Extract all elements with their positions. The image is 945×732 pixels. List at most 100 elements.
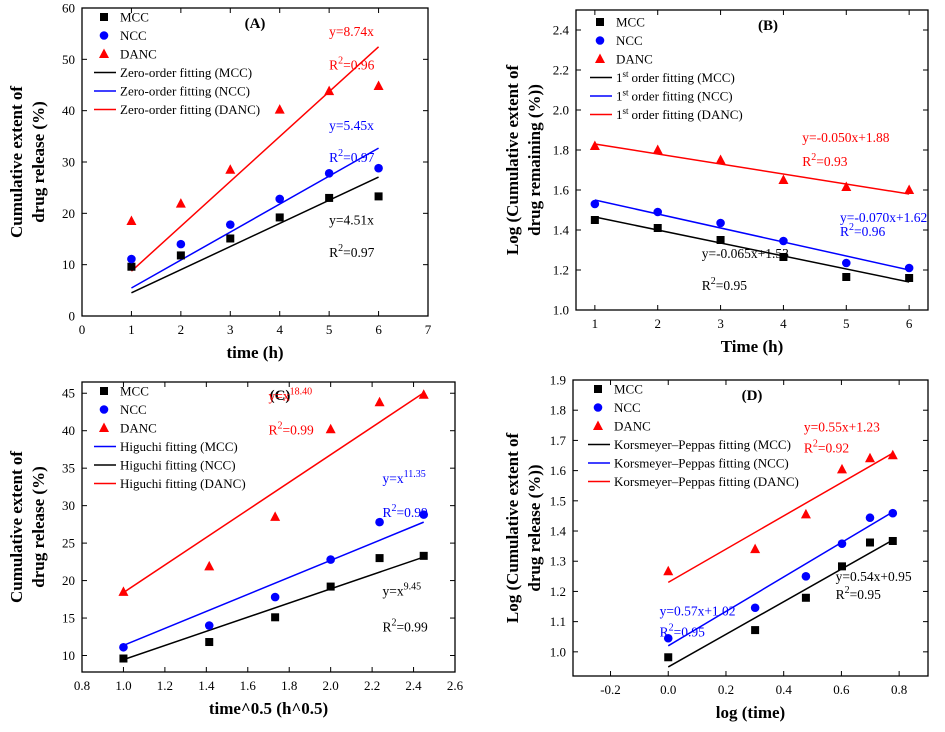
data-point-ncc [590,199,600,209]
r-exponent: 2 [391,503,396,514]
x-tick-label: 3 [227,322,234,337]
r-symbol: R [382,620,391,635]
data-point-danc [750,543,761,554]
x-tick-label: 0.2 [718,682,734,697]
x-axis-title: time (h) [226,343,283,362]
y-tick-label: 1.5 [550,493,566,508]
r-symbol: R [836,587,845,602]
equation-text: y=x [382,471,403,486]
data-point-danc [887,449,898,460]
legend: MCC NCC DANC Zero-order fitting (MCC) Zero-o… [94,10,260,117]
data-point-danc [778,174,789,184]
y-tick-label: 1.8 [553,143,569,158]
data-point-mcc [374,192,383,201]
y-tick-label: 2.2 [553,63,569,78]
r-symbol: R [329,150,338,165]
r-squared-danc: R2=0.92 [804,438,849,455]
legend-marker-danc [593,420,603,430]
x-tick-label: 2.6 [447,678,464,693]
legend-marker-mcc [596,18,604,26]
y-tick-label: 1.0 [550,644,566,659]
y-tick-label: 1.1 [550,614,566,629]
data-point-danc [663,565,674,576]
data-point-mcc [325,193,334,202]
fit-order-number: 1 [616,107,623,122]
fit-line-danc [130,46,380,272]
x-tick-label: 2.4 [405,678,422,693]
data-point-danc [175,198,186,208]
legend-label: MCC [120,384,149,399]
panel-a: 0 1 2 3 4 5 6 7 0 10 20 30 40 50 60 time (h) Cumulative … [7,1,432,363]
x-tick-label: 1.0 [115,678,131,693]
equation-exponent: 11.35 [404,469,426,480]
data-point-mcc [375,554,384,563]
r-exponent: 2 [845,585,850,596]
legend-label: Zero-order fitting (NCC) [120,84,250,99]
equation-text: y=0.55x+1.23 [804,419,880,434]
legend-label: 1st order fitting (MCC) [616,69,735,85]
legend-marker-mcc [100,13,108,21]
panel-label: (B) [758,18,778,34]
legend-marker-mcc [594,385,602,393]
equation-exponent: 9.45 [404,582,422,593]
data-point-mcc [716,236,725,244]
legend-label: Zero-order fitting (DANC) [120,102,260,117]
data-point-ncc [653,207,663,217]
y-axis-title-line: Cumulative extent of [7,86,26,238]
legend-label: Zero-order fitting (MCC) [120,65,252,80]
data-point-ncc [841,258,851,268]
data-point-ncc [663,633,673,643]
data-point-ncc [326,555,335,564]
fit-equation-mcc: y=0.54x+0.95 [836,569,912,584]
r-squared-ncc: R2=0.99 [382,503,428,520]
equation-text: y=8.74x [329,24,374,39]
plot-frame [81,381,456,673]
legend: MCC NCC DANC Korsmeyer–Peppas fitting (MCC)… [588,382,799,489]
legend-label: Korsmeyer–Peppas fitting (DANC) [614,474,799,489]
r-exponent: 2 [669,623,674,634]
y-tick-label: 15 [62,611,75,626]
r-value: =0.93 [816,154,847,169]
r-exponent: 2 [849,222,854,233]
legend-label: DANC [120,47,157,62]
r-squared-ncc: R2=0.97 [329,148,375,165]
fit-line-danc [594,143,910,195]
data-point-mcc [127,262,136,271]
legend-label: Korsmeyer–Peppas fitting (MCC) [614,437,791,452]
r-symbol: R [702,278,711,293]
data-point-ncc [324,168,334,178]
x-axis-title: Time (h) [721,337,784,356]
r-squared-mcc: R2=0.97 [329,243,375,260]
y-axis-title-line: Cumulative extent of [7,451,26,603]
data-point-mcc [176,251,185,260]
y-tick-label: 0 [69,309,76,324]
y-tick-label: 30 [62,155,75,170]
data-point-ncc [127,254,136,264]
data-point-ncc [801,572,811,581]
data-point-mcc [751,626,760,635]
data-point-mcc [842,273,851,281]
legend-marker-ncc [99,405,109,414]
x-tick-label: 0.0 [660,682,676,697]
y-tick-label: 1.4 [550,524,567,539]
y-axis-title: Log (Cumulative extent of drug release (%… [503,433,544,624]
x-tick-label: 2 [654,316,661,331]
equation-text: y=4.51x [329,213,374,228]
fit-order-suffix: st [623,106,630,116]
y-tick-label: 1.8 [550,403,566,418]
r-exponent: 2 [813,438,818,449]
y-axis-title-line: Log (Cumulative extent of [503,433,522,624]
legend-label: MCC [616,15,645,30]
r-value: =0.92 [818,440,849,455]
r-squared-danc: R2=0.96 [329,56,375,73]
fit-order-suffix: st [623,88,630,98]
legend-label: MCC [120,10,149,25]
fit-order-number: 1 [616,89,623,104]
fit-line-danc [123,392,425,594]
r-value: =0.95 [850,587,881,602]
r-value: =0.99 [283,422,314,437]
x-tick-label: 0.8 [891,682,907,697]
fit-equation-ncc: y=x11.35 [382,469,425,486]
data-point-danc [904,184,915,194]
